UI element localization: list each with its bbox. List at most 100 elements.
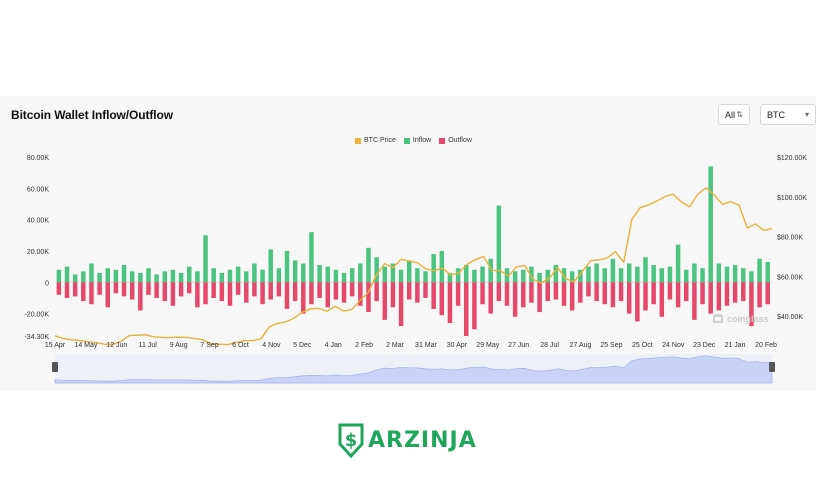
outflow-bar: [146, 282, 151, 295]
inflow-bar: [227, 269, 233, 283]
inflow-bar: [431, 254, 436, 283]
outflow-bar: [64, 282, 70, 298]
outflow-bar: [659, 282, 665, 317]
x-tick-label: 7 Sep: [200, 342, 218, 349]
inflow-bar: [643, 257, 648, 283]
inflow-bar: [325, 266, 330, 283]
inflow-bar: [268, 249, 273, 283]
outflow-bar: [545, 282, 550, 302]
outflow-bar: [276, 282, 282, 297]
inflow-bar: [757, 258, 762, 283]
outflow-bar: [366, 282, 371, 313]
outflow-bar: [504, 282, 510, 306]
range-select[interactable]: All ⇅: [718, 104, 750, 125]
asset-select-value: BTC: [767, 109, 785, 120]
legend-label-outflow: Outflow: [448, 137, 472, 144]
brand-logo: $ ARZINJA: [338, 422, 477, 458]
outflow-bar: [129, 282, 135, 300]
inflow-bar: [162, 271, 168, 283]
legend-item-outflow[interactable]: Outflow: [439, 137, 472, 144]
outflow-bar: [56, 282, 62, 295]
inflow-bar: [211, 268, 216, 283]
x-tick-label: 12 Jun: [106, 342, 127, 349]
navigator-area: [54, 355, 773, 384]
x-tick-label: 2 Mar: [386, 342, 405, 349]
inflow-bar: [626, 263, 632, 283]
outflow-bar: [684, 282, 689, 302]
inflow-bar: [154, 274, 159, 283]
inflow-bar: [586, 266, 591, 283]
y-right-tick-label: $100.00K: [777, 195, 807, 202]
inflow-bar: [341, 272, 347, 283]
inflow-bar: [382, 266, 388, 283]
inflow-bar: [716, 263, 722, 283]
outflow-bar: [635, 282, 640, 322]
outflow-bar: [488, 282, 493, 314]
outflow-bar: [81, 282, 86, 302]
navigator-handle-right[interactable]: [769, 362, 775, 372]
inflow-bar: [178, 272, 184, 283]
outflow-bar: [732, 282, 738, 303]
x-tick-label: 30 Apr: [447, 342, 468, 349]
inflow-bar: [488, 258, 493, 283]
outflow-bar: [741, 282, 746, 302]
inflow-bar: [309, 232, 314, 283]
outflow-bar: [610, 282, 616, 308]
outflow-bar: [374, 282, 379, 302]
outflow-bar: [349, 282, 355, 297]
flow-chart: 80.00K 60.00K 40.00K 20.00K 0 -20.00K -34.30K $…: [24, 155, 807, 384]
svg-text:$: $: [345, 430, 358, 451]
inflow-bar: [749, 271, 754, 283]
outflow-bar: [211, 282, 216, 298]
outflow-bar: [569, 282, 575, 311]
inflow-bar: [618, 268, 624, 283]
outflow-bar: [439, 282, 445, 316]
y-right-tick-label: $60.00K: [777, 274, 803, 281]
inflow-bar: [64, 266, 70, 283]
inflow-bar: [447, 272, 453, 283]
inflow-bar: [276, 268, 282, 283]
outflow-bar: [496, 282, 502, 302]
inflow-bar: [398, 269, 404, 283]
legend-item-inflow[interactable]: Inflow: [403, 137, 432, 144]
outflow-bar: [537, 282, 542, 313]
inflow-bar: [219, 272, 225, 283]
x-tick-label: 15 Apr: [45, 342, 66, 349]
inflow-bar: [105, 268, 110, 283]
legend-label-inflow: Inflow: [412, 137, 432, 144]
inflow-bar: [724, 266, 730, 283]
outflow-bar: [464, 282, 469, 336]
inflow-bar: [186, 266, 192, 283]
outflow-bar: [749, 282, 754, 327]
outflow-bar: [309, 282, 314, 305]
inflow-bar: [732, 265, 738, 283]
outflow-bar: [643, 282, 648, 311]
outflow-bar: [700, 282, 705, 305]
x-tick-label: 9 Aug: [170, 342, 188, 349]
outflow-bar: [618, 282, 624, 302]
outflow-bar: [390, 282, 396, 308]
outflow-bar: [472, 282, 477, 330]
y-left-tick-label: 60.00K: [27, 186, 50, 193]
inflow-bar: [439, 250, 445, 283]
x-tick-label: 21 Jan: [725, 342, 746, 349]
inflow-bar: [415, 268, 420, 283]
legend-item-price[interactable]: BTC Price: [355, 137, 396, 144]
inflow-bar: [366, 247, 371, 283]
outflow-bar: [186, 282, 192, 294]
inflow-bar: [203, 235, 208, 283]
asset-select[interactable]: BTC ▾: [760, 104, 816, 125]
outflow-bar: [292, 282, 298, 302]
inflow-bar: [195, 271, 200, 283]
navigator-handle-left[interactable]: [52, 362, 58, 372]
inflow-bar: [301, 263, 306, 283]
outflow-bar: [170, 282, 176, 306]
x-tick-label: 4 Nov: [262, 342, 281, 349]
outflow-bar: [260, 282, 265, 305]
outflow-bar: [244, 282, 249, 303]
inflow-bar: [480, 266, 485, 283]
inflow-bar: [521, 269, 526, 283]
inflow-bar: [455, 268, 461, 283]
outflow-bar: [358, 282, 363, 306]
inflow-bar: [512, 271, 518, 283]
